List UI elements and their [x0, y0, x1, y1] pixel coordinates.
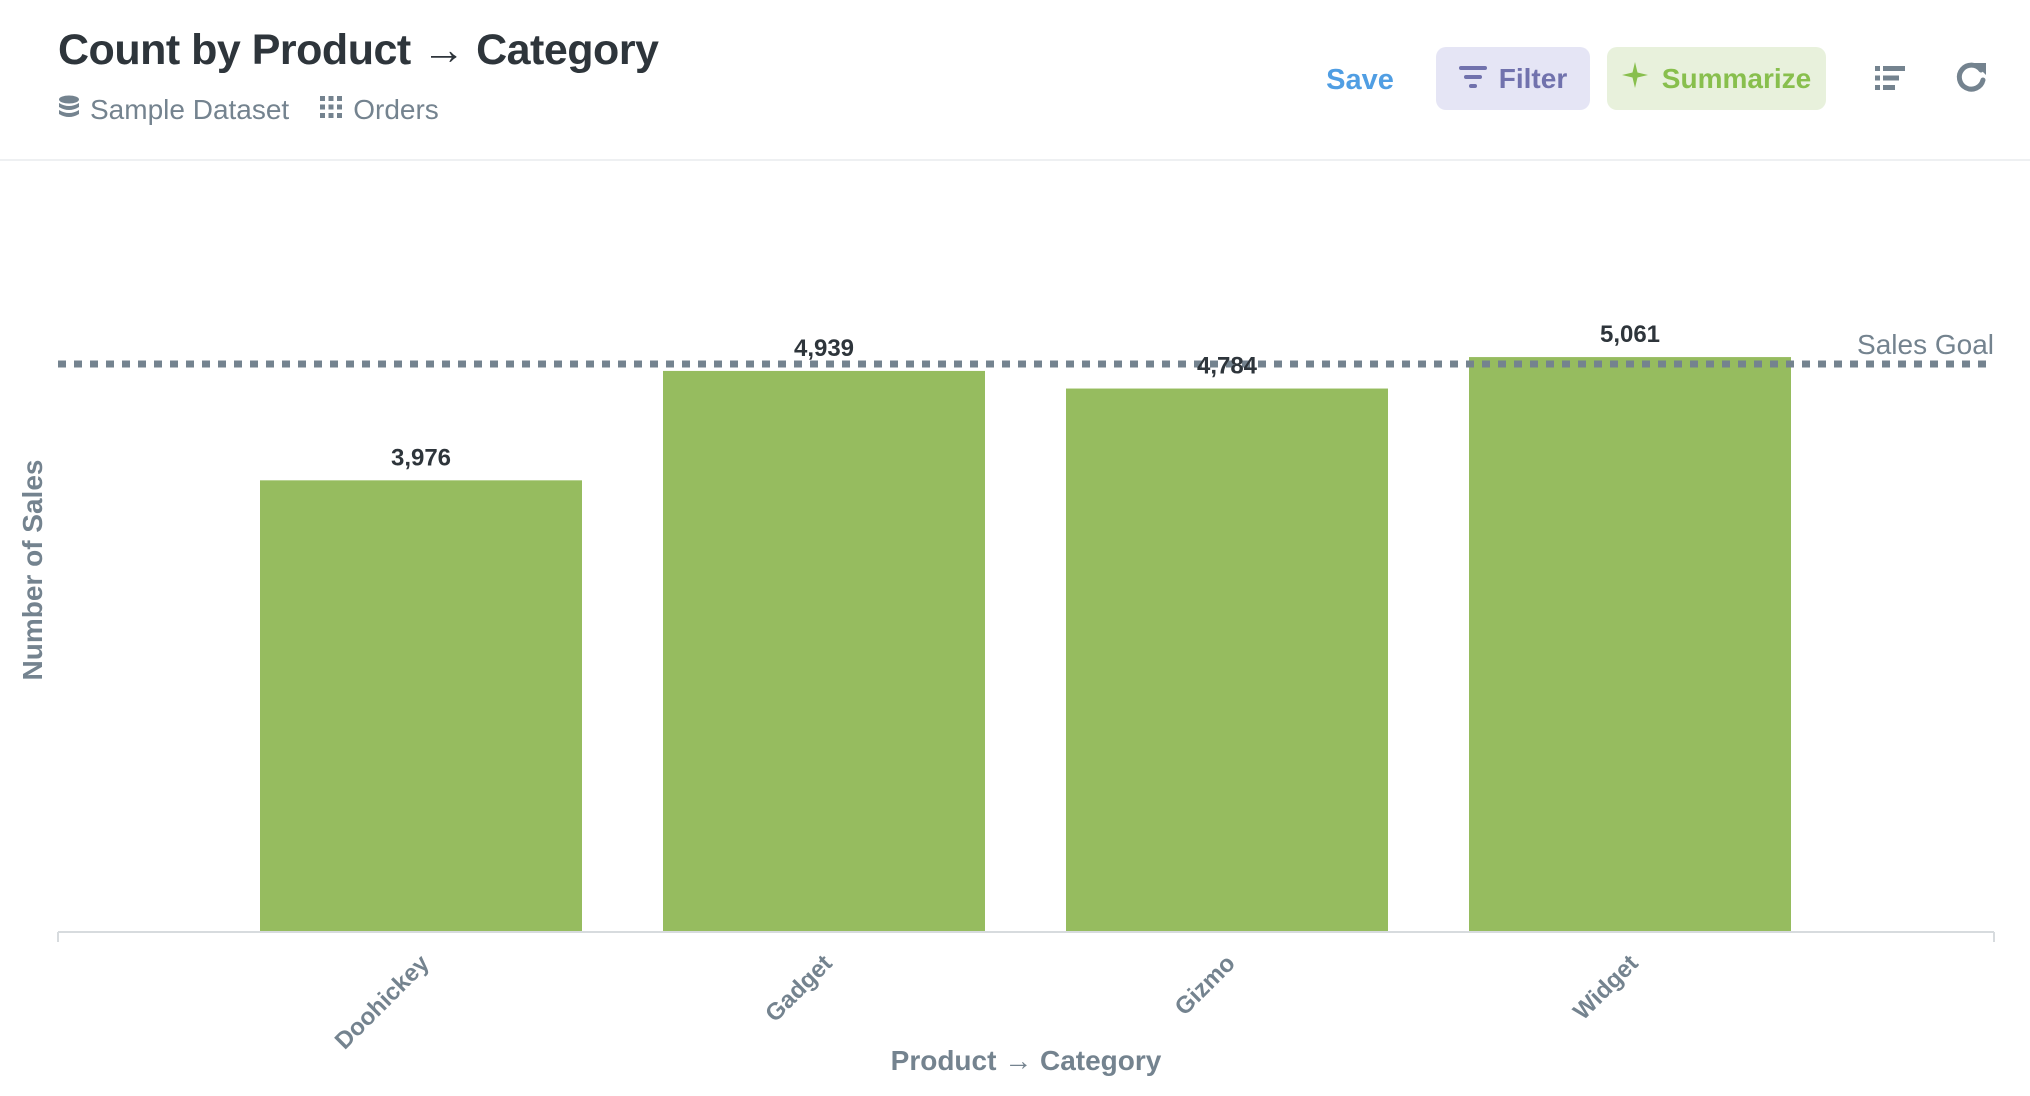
summarize-button[interactable]: Summarize [1607, 47, 1826, 110]
bar-widget[interactable] [1469, 357, 1791, 932]
breadcrumb-table-label: Orders [353, 94, 439, 125]
goal-layer: Sales Goal [58, 329, 1994, 368]
bar-value-label: 3,976 [391, 444, 451, 471]
x-axis-title: Product → Category [891, 1045, 1162, 1076]
database-icon [58, 94, 90, 126]
query-header: Count by Product → Category Sample Datas… [0, 0, 2030, 161]
breadcrumb-table[interactable]: Orders [319, 94, 439, 126]
x-tick-label: Gizmo [1170, 950, 1241, 1021]
table-grid-icon [319, 94, 353, 126]
bars-layer [260, 357, 1791, 933]
bar-doohickey[interactable] [260, 480, 582, 932]
list-icon-button[interactable] [1870, 60, 1910, 100]
summarize-button-label: Summarize [1661, 62, 1812, 94]
goal-label: Sales Goal [1857, 329, 1994, 360]
bar-value-label: 5,061 [1600, 321, 1660, 348]
breadcrumb-database[interactable]: Sample Dataset [58, 94, 289, 126]
refresh-icon [1954, 60, 1988, 99]
sparkle-icon [1621, 62, 1662, 95]
x-tick-label: Widget [1568, 950, 1644, 1026]
bar-gizmo[interactable] [1066, 388, 1388, 932]
filter-button-label: Filter [1498, 62, 1568, 94]
filter-button[interactable]: Filter [1436, 47, 1590, 110]
value-labels-layer: 3,976 4,939 4,784 5,061 [391, 321, 1660, 471]
x-tick-labels: Doohickey Gadget Gizmo Widget [330, 949, 1644, 1054]
filter-icon [1458, 63, 1499, 95]
x-tick-label: Doohickey [330, 949, 435, 1054]
bar-gadget[interactable] [663, 370, 985, 933]
x-tick-label: Gadget [760, 950, 838, 1028]
bar-value-label: 4,784 [1197, 353, 1258, 380]
bar-value-label: 4,939 [794, 335, 854, 362]
list-icon [1875, 65, 1905, 95]
save-button[interactable]: Save [1326, 63, 1394, 96]
breadcrumb: Sample Dataset Orders [58, 94, 469, 126]
page-title: Count by Product → Category [58, 26, 659, 74]
refresh-button[interactable] [1950, 58, 1992, 100]
y-axis-title: Number of Sales [17, 460, 48, 681]
breadcrumb-database-label: Sample Dataset [90, 94, 290, 125]
